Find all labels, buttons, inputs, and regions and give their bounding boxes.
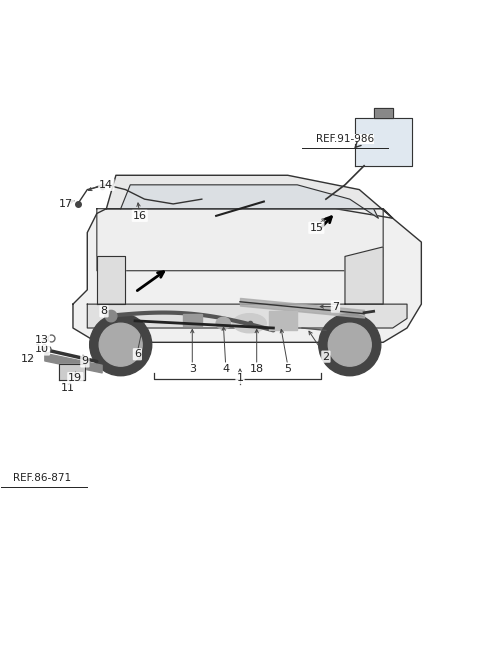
Circle shape	[106, 310, 117, 322]
Text: 2: 2	[323, 352, 329, 361]
Polygon shape	[97, 256, 125, 304]
Circle shape	[99, 323, 142, 366]
Text: REF.91-986: REF.91-986	[316, 134, 374, 144]
Polygon shape	[120, 185, 378, 218]
Text: 1: 1	[237, 373, 243, 383]
Bar	[269, 312, 297, 331]
Polygon shape	[345, 247, 383, 304]
Text: 12: 12	[21, 354, 35, 364]
Text: 17: 17	[59, 199, 73, 209]
Polygon shape	[87, 304, 407, 328]
Text: 8: 8	[100, 306, 108, 316]
Polygon shape	[97, 209, 383, 271]
Text: 14: 14	[99, 180, 113, 190]
Polygon shape	[355, 118, 412, 166]
Text: 10: 10	[35, 344, 49, 354]
Text: 6: 6	[134, 349, 141, 359]
Text: 11: 11	[61, 382, 75, 393]
Polygon shape	[107, 175, 393, 218]
Bar	[59, 364, 85, 380]
Ellipse shape	[233, 314, 266, 333]
Text: 15: 15	[309, 223, 324, 233]
Text: 16: 16	[133, 211, 147, 221]
Circle shape	[328, 323, 371, 366]
Text: 18: 18	[250, 363, 264, 373]
Text: 9: 9	[81, 356, 88, 367]
Polygon shape	[73, 209, 421, 342]
Polygon shape	[373, 108, 393, 118]
Text: 5: 5	[284, 363, 291, 373]
Text: 3: 3	[189, 363, 196, 373]
Circle shape	[90, 314, 152, 376]
Text: REF.86-871: REF.86-871	[13, 474, 71, 483]
Ellipse shape	[216, 318, 230, 329]
Text: 13: 13	[35, 335, 49, 345]
Text: 4: 4	[222, 363, 229, 373]
Text: 19: 19	[68, 373, 83, 383]
Text: 7: 7	[332, 302, 339, 312]
Bar	[183, 314, 202, 325]
Circle shape	[319, 314, 381, 376]
